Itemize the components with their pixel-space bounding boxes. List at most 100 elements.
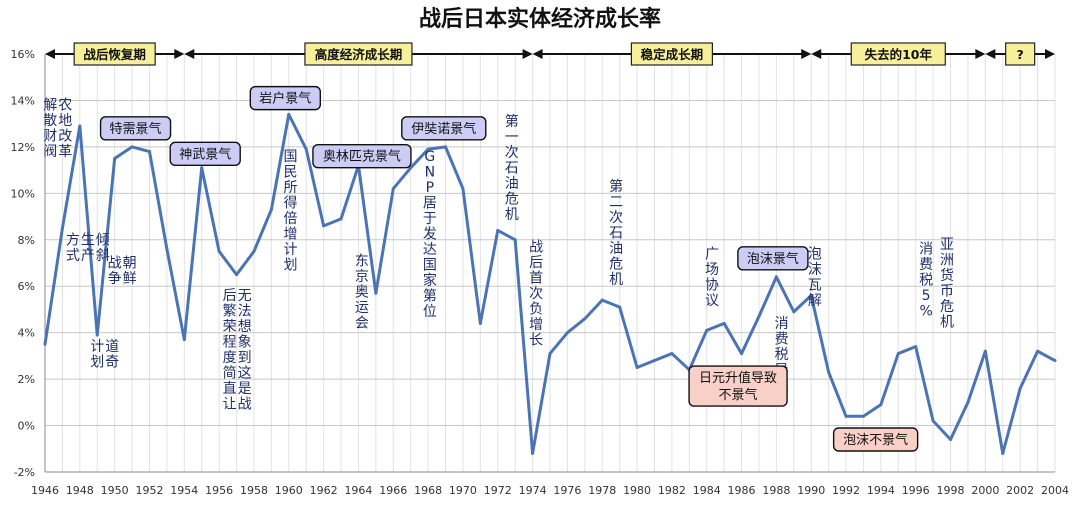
annotation-char: 于 <box>423 211 437 227</box>
data-point <box>861 414 865 418</box>
data-point <box>78 124 82 128</box>
annotation-char: 道 <box>105 339 119 355</box>
data-point <box>269 208 273 212</box>
x-tick-label: 1956 <box>205 484 233 497</box>
period-arrow-right <box>975 49 986 59</box>
period-label-box <box>73 42 156 66</box>
annotation-char: 得 <box>284 194 298 211</box>
period-label-box <box>850 42 946 66</box>
annotation-char: 石 <box>505 160 519 176</box>
annotation-char: 争 <box>108 271 122 287</box>
annotation-char: 危 <box>505 191 519 207</box>
x-tick-label: 1970 <box>449 484 477 497</box>
data-point <box>757 314 761 318</box>
annotation-char: 解 <box>808 293 822 309</box>
annotation-char: 次 <box>529 286 543 302</box>
annotation-char: 次 <box>609 210 623 226</box>
x-tick-label: 1980 <box>623 484 651 497</box>
period-band: 失去的10年 <box>811 42 986 66</box>
data-point <box>531 451 535 455</box>
annotation-char: 地 <box>58 113 72 129</box>
annotation-char: 后 <box>223 288 237 304</box>
data-point <box>409 166 413 170</box>
annotation-char: 斜 <box>96 248 110 264</box>
annotation-char: 运 <box>355 300 369 316</box>
data-point <box>200 166 204 170</box>
data-point <box>339 217 343 221</box>
data-point <box>844 414 848 418</box>
data-point <box>1036 349 1040 353</box>
annotation-char: 奇 <box>105 354 119 371</box>
annotation-char: 后 <box>529 255 543 271</box>
data-point <box>740 352 744 356</box>
data-point <box>949 437 953 441</box>
y-tick-label: 0% <box>18 420 35 433</box>
annotation-char: 象 <box>238 335 252 351</box>
period-band: 高度经济成长期 <box>184 42 533 66</box>
annotation-char: 划 <box>284 257 298 273</box>
annotation-char: 负 <box>529 301 543 317</box>
data-point <box>966 400 970 404</box>
annotation-char: 简 <box>223 365 237 382</box>
data-point <box>774 275 778 279</box>
data-point <box>235 273 239 277</box>
x-tick-label: 1988 <box>762 484 790 497</box>
annotation-char: 直 <box>223 380 237 397</box>
x-tick-label: 1966 <box>379 484 407 497</box>
annotation-char: 荣 <box>223 319 237 335</box>
annotation-char: 第 <box>505 113 519 130</box>
business-cycle-labels: 特需景气神武景气岩户景气奥林匹克景气伊奘诺景气泡沫景气日元升值导致不景气泡沫不景… <box>99 85 919 452</box>
annotation-char: 京 <box>355 269 369 285</box>
annotation-char: 生 <box>81 232 95 248</box>
period-arrow-right <box>174 49 185 59</box>
y-tick-label: 2% <box>18 373 35 386</box>
y-tick-label: 12% <box>11 141 35 154</box>
x-tick-label: 1948 <box>66 484 94 497</box>
x-tick-label: 1972 <box>484 484 512 497</box>
period-arrow-left <box>985 49 996 59</box>
data-point <box>722 321 726 325</box>
data-point <box>618 305 622 309</box>
label-text: 不景气 <box>719 387 758 403</box>
annotation-char: G <box>424 149 435 165</box>
period-arrow-left <box>532 49 543 59</box>
annotation-char: 国 <box>423 257 437 273</box>
annotation-char: 达 <box>423 242 437 258</box>
annotation-char: 鲜 <box>123 271 137 287</box>
annotation-char: 所 <box>284 180 298 196</box>
x-tick-label: 1950 <box>101 484 129 497</box>
label-box <box>99 116 172 141</box>
annotation-char: 危 <box>609 257 623 273</box>
annotation-char: 沫 <box>808 262 822 278</box>
annotation-char: 是 <box>238 381 252 397</box>
data-point <box>896 352 900 356</box>
annotation-char: 财 <box>43 129 57 145</box>
period-bands: 战后恢复期 高度经济成长期 稳定成长期 失去的10年? <box>45 42 1055 66</box>
data-point <box>478 321 482 325</box>
annotation-char: 倾 <box>96 232 110 248</box>
data-point <box>60 226 64 230</box>
label-text: 泡沫景气 <box>747 251 799 267</box>
data-point <box>983 349 987 353</box>
period-band: 战后恢复期 <box>45 42 185 66</box>
data-point <box>583 317 587 321</box>
data-point <box>113 157 117 160</box>
annotation-char: 发 <box>423 226 437 242</box>
data-point <box>879 403 883 407</box>
annotation-char: 程 <box>223 335 237 351</box>
data-point <box>600 298 604 302</box>
annotation-char: 一 <box>505 129 519 145</box>
x-tick-label: 1990 <box>797 484 825 497</box>
period-band: ? <box>985 42 1055 66</box>
data-point <box>147 150 151 154</box>
annotation-char: 让 <box>223 397 237 413</box>
x-tick-label: 1984 <box>693 484 721 497</box>
